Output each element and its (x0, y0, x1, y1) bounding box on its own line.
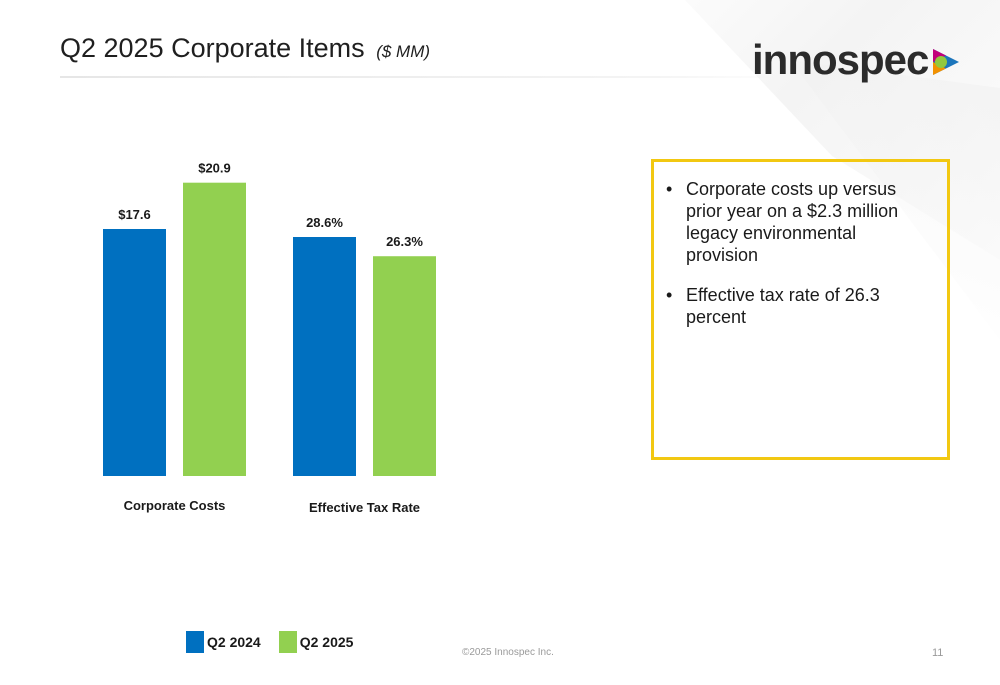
page-number: 11 (932, 647, 944, 659)
bar-effective-tax-rate-q2-2024 (293, 237, 356, 476)
data-label: $17.6 (118, 207, 151, 222)
data-label: 28.6% (306, 215, 343, 230)
legend-item-q2-2024: Q2 2024 (186, 631, 261, 653)
legend-label-q2-2024: Q2 2024 (207, 634, 261, 650)
slide-title: Q2 2025 Corporate Items ($ MM) (60, 33, 430, 64)
footer-copyright: ©2025 Innospec Inc. (462, 647, 554, 658)
commentary-callout: Corporate costs up versus prior year on … (651, 159, 950, 460)
chart-legend: Q2 2024 Q2 2025 (186, 631, 371, 653)
data-label: $20.9 (198, 161, 231, 176)
legend-swatch-q2-2025 (278, 631, 297, 653)
category-label: Corporate Costs (124, 498, 226, 513)
callout-bullet-list: Corporate costs up versus prior year on … (654, 178, 947, 328)
legend-label-q2-2025: Q2 2025 (299, 634, 354, 650)
callout-bullet: Effective tax rate of 26.3 percent (666, 284, 929, 328)
logo-wordmark: innospec (752, 36, 929, 83)
bar-corporate-costs-q2-2025 (183, 182, 246, 476)
bar-effective-tax-rate-q2-2025 (373, 256, 436, 476)
logo-mark-icon (933, 49, 960, 75)
category-label: Effective Tax Rate (309, 500, 420, 515)
company-logo: innospec (752, 30, 961, 90)
legend-item-q2-2025: Q2 2025 (278, 631, 354, 653)
data-label: 26.3% (386, 234, 423, 249)
slide-title-text: Q2 2025 Corporate Items (60, 33, 365, 63)
bar-corporate-costs-q2-2024 (103, 229, 166, 476)
title-divider (60, 76, 800, 78)
callout-bullet: Corporate costs up versus prior year on … (666, 178, 929, 266)
slide-title-unit: ($ MM) (376, 42, 431, 61)
legend-swatch-q2-2024 (186, 631, 204, 653)
